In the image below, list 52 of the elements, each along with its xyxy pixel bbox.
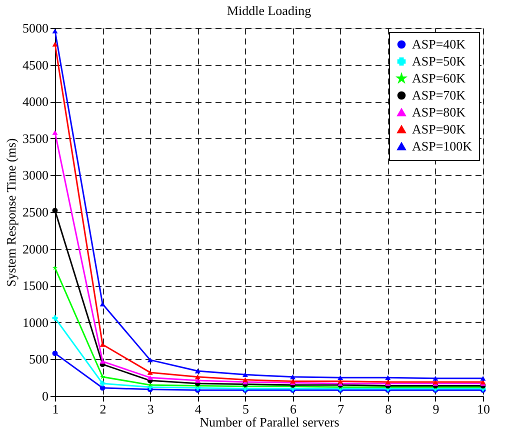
point: [147, 375, 153, 380]
point: [338, 375, 344, 380]
x-tick-label: 9: [432, 402, 440, 416]
x-tick-label: 4: [194, 402, 202, 416]
y-tick-label: 0: [42, 388, 48, 404]
x-tick-label: 1: [52, 402, 59, 416]
point: [242, 372, 248, 378]
legend-label: ASP=70K: [412, 88, 466, 102]
x-tick-label: 7: [338, 402, 345, 416]
y-tick-label: 5000: [22, 20, 48, 36]
legend-label: ASP=90K: [412, 122, 466, 136]
point: [194, 374, 200, 380]
point: [100, 302, 106, 306]
point: [100, 385, 106, 391]
y-axis-title: System Response Time (ms): [4, 138, 18, 287]
x-tick-label: 8: [385, 402, 392, 416]
point: [194, 368, 200, 374]
point: [100, 380, 106, 386]
chart-title: Middle Loading: [226, 3, 312, 18]
point: [52, 130, 58, 135]
point: [385, 375, 391, 380]
point: [147, 358, 153, 362]
point: [100, 359, 106, 364]
point: [432, 376, 438, 381]
x-tick-label: 10: [477, 402, 490, 416]
x-tick-label: 5: [242, 402, 249, 416]
point: [100, 374, 106, 380]
y-tick-label: 3500: [22, 130, 48, 146]
legend-label: ASP=50K: [412, 54, 466, 68]
legend-label: ASP=60K: [412, 70, 466, 86]
point: [52, 42, 58, 47]
point: [100, 342, 106, 347]
y-tick-label: 2000: [22, 241, 48, 256]
x-tick-label: 6: [290, 402, 298, 416]
point: [242, 377, 248, 382]
point: [147, 370, 153, 375]
y-tick-label: 3000: [22, 168, 48, 183]
x-tick-label: 3: [147, 402, 154, 416]
point: [52, 265, 58, 270]
point: [480, 376, 486, 381]
legend-label: ASP=40K: [412, 36, 466, 52]
x-axis-title: Number of Parallel servers: [200, 414, 340, 430]
x-tick-label: 2: [100, 402, 106, 416]
point: [52, 350, 58, 356]
y-tick-label: 1500: [22, 278, 48, 294]
legend-label: ASP=80K: [412, 104, 466, 120]
y-tick-label: 4500: [22, 57, 48, 72]
y-tick-label: 500: [29, 352, 48, 367]
y-tick-label: 1000: [22, 314, 48, 330]
y-tick-label: 4000: [22, 94, 48, 110]
legend-label: ASP=100K: [412, 138, 473, 154]
y-tick-label: 2500: [22, 204, 48, 220]
